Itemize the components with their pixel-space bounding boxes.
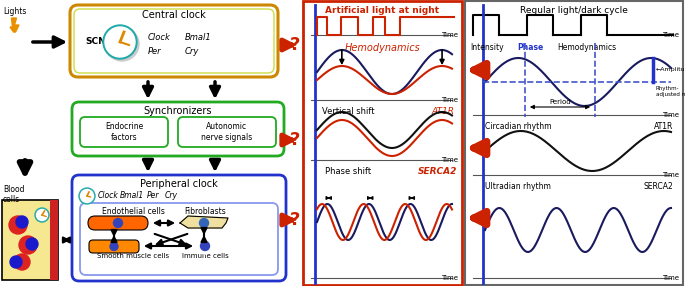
Circle shape bbox=[19, 236, 37, 254]
Text: Cry: Cry bbox=[165, 191, 178, 200]
Text: Time: Time bbox=[441, 157, 458, 163]
Circle shape bbox=[81, 190, 93, 202]
Text: Fibroblasts: Fibroblasts bbox=[184, 207, 226, 216]
Text: Time: Time bbox=[441, 32, 458, 38]
Circle shape bbox=[10, 256, 22, 268]
Text: Intensity: Intensity bbox=[470, 43, 503, 52]
Text: SERCA2: SERCA2 bbox=[643, 182, 673, 191]
Text: Ultradian rhythm: Ultradian rhythm bbox=[485, 182, 551, 191]
Text: Hemodynamics: Hemodynamics bbox=[345, 43, 421, 53]
Circle shape bbox=[105, 27, 135, 57]
Text: Clock: Clock bbox=[148, 33, 171, 42]
Text: Phase shift: Phase shift bbox=[325, 167, 371, 176]
Polygon shape bbox=[10, 18, 19, 32]
Text: ?: ? bbox=[290, 131, 300, 149]
Text: SCN: SCN bbox=[85, 37, 105, 47]
FancyBboxPatch shape bbox=[88, 216, 148, 230]
Circle shape bbox=[36, 210, 47, 221]
Bar bbox=[465, 1, 683, 285]
Bar bbox=[303, 1, 462, 285]
Circle shape bbox=[103, 25, 137, 59]
Text: Bmal1: Bmal1 bbox=[185, 33, 212, 42]
Text: Autonomic
nerve signals: Autonomic nerve signals bbox=[201, 122, 253, 142]
Text: AT1R: AT1R bbox=[431, 107, 454, 116]
Circle shape bbox=[201, 241, 210, 251]
Text: Cry: Cry bbox=[185, 47, 199, 56]
Text: Time: Time bbox=[662, 275, 679, 281]
Circle shape bbox=[199, 219, 208, 227]
Circle shape bbox=[35, 208, 49, 222]
Text: Bmal1: Bmal1 bbox=[120, 191, 145, 200]
Polygon shape bbox=[180, 216, 228, 228]
Text: Immune cells: Immune cells bbox=[182, 253, 228, 259]
Text: Time: Time bbox=[441, 97, 458, 103]
Bar bbox=[2, 200, 58, 280]
Text: Blood
cells: Blood cells bbox=[3, 185, 25, 204]
Text: Per: Per bbox=[147, 191, 160, 200]
Wedge shape bbox=[105, 27, 139, 61]
Text: Phase: Phase bbox=[517, 43, 543, 52]
Circle shape bbox=[9, 216, 27, 234]
Text: Vertical shift: Vertical shift bbox=[322, 107, 374, 116]
Text: Time: Time bbox=[662, 112, 679, 118]
Text: Time: Time bbox=[662, 32, 679, 38]
Text: SERCA2: SERCA2 bbox=[418, 167, 457, 176]
Text: Endothelial cells: Endothelial cells bbox=[101, 207, 164, 216]
Text: Per: Per bbox=[148, 47, 162, 56]
Text: Clock: Clock bbox=[98, 191, 119, 200]
Circle shape bbox=[16, 216, 28, 228]
Text: Central clock: Central clock bbox=[142, 10, 206, 20]
Text: Time: Time bbox=[441, 275, 458, 281]
Circle shape bbox=[26, 238, 38, 250]
Circle shape bbox=[197, 238, 213, 254]
Circle shape bbox=[110, 243, 118, 251]
Text: AT1R: AT1R bbox=[653, 122, 673, 131]
Text: Regular light/dark cycle: Regular light/dark cycle bbox=[520, 6, 628, 15]
Circle shape bbox=[114, 219, 123, 227]
Text: Peripheral clock: Peripheral clock bbox=[140, 179, 218, 189]
Text: Lights: Lights bbox=[3, 7, 27, 16]
Text: Period: Period bbox=[549, 99, 571, 105]
FancyBboxPatch shape bbox=[89, 240, 139, 253]
Bar bbox=[50, 200, 58, 280]
Text: Rhythm-
adjusted mean: Rhythm- adjusted mean bbox=[656, 86, 685, 97]
Text: Endocrine
factors: Endocrine factors bbox=[105, 122, 143, 142]
Text: Artificial light at night: Artificial light at night bbox=[325, 6, 440, 15]
Text: Smooth muscle cells: Smooth muscle cells bbox=[97, 253, 169, 259]
Text: Synchronizers: Synchronizers bbox=[144, 106, 212, 116]
Text: Hemodynamics: Hemodynamics bbox=[557, 43, 616, 52]
Text: ←Amplitude: ←Amplitude bbox=[656, 67, 685, 72]
Text: Circadian rhythm: Circadian rhythm bbox=[485, 122, 551, 131]
Text: Time: Time bbox=[662, 172, 679, 178]
Text: ?: ? bbox=[290, 211, 300, 229]
Circle shape bbox=[79, 188, 95, 204]
Text: ?: ? bbox=[290, 36, 300, 54]
Circle shape bbox=[14, 254, 30, 270]
